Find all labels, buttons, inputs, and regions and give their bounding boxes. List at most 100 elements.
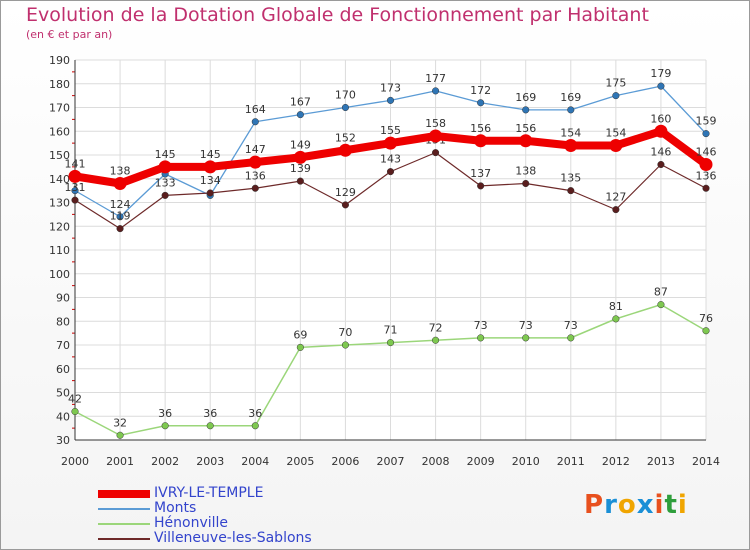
data-point (699, 158, 713, 171)
data-label: 146 (650, 146, 671, 159)
data-point (113, 177, 127, 190)
data-point (203, 160, 217, 174)
data-point (429, 129, 443, 143)
data-point (567, 106, 575, 114)
data-label: 36 (203, 407, 217, 420)
x-tick-label: 2013 (647, 455, 675, 468)
chart-title: Evolution de la Dotation Globale de Fonc… (26, 4, 649, 26)
logo-letter: P (584, 490, 605, 520)
data-label: 138 (515, 165, 536, 178)
data-point (612, 92, 620, 100)
data-label: 152 (335, 131, 356, 144)
data-point (293, 150, 307, 164)
data-point (474, 134, 488, 148)
data-label: 141 (65, 157, 86, 170)
data-label: 179 (650, 67, 671, 80)
legend-swatch-henonville (98, 523, 150, 525)
data-point (519, 134, 533, 148)
x-tick-label: 2004 (241, 455, 269, 468)
data-point (657, 160, 665, 169)
legend-label-monts: Monts (154, 500, 197, 516)
data-point (341, 341, 349, 349)
chart-subtitle: (en € et par an) (26, 28, 113, 41)
data-label: 158 (425, 117, 446, 130)
y-tick-label: 80 (56, 315, 70, 328)
data-label: 133 (155, 176, 176, 189)
x-tick-label: 2011 (557, 455, 585, 468)
data-point (654, 124, 668, 138)
data-point (206, 189, 214, 197)
data-label: 156 (515, 122, 536, 135)
data-label: 87 (654, 286, 668, 299)
data-label: 159 (696, 115, 717, 128)
data-label: 145 (155, 148, 176, 161)
data-point (386, 96, 395, 104)
data-label: 156 (470, 122, 491, 135)
y-tick-label: 150 (49, 149, 70, 162)
data-label: 135 (560, 172, 581, 185)
data-point (384, 136, 397, 150)
legend-swatch-villeneuve (98, 538, 150, 540)
data-label: 149 (290, 138, 311, 151)
data-point (386, 168, 395, 176)
legend-label-villeneuve: Villeneuve-les-Sablons (154, 530, 312, 546)
data-label: 73 (474, 319, 488, 332)
data-label: 131 (65, 181, 86, 194)
y-tick-label: 120 (49, 220, 70, 233)
data-label: 124 (110, 198, 131, 211)
data-point (657, 82, 665, 90)
data-point (477, 99, 485, 107)
data-label: 164 (245, 103, 266, 116)
data-point (68, 169, 82, 183)
y-tick-label: 130 (49, 197, 70, 210)
x-tick-label: 2010 (512, 455, 540, 468)
data-label: 146 (696, 146, 717, 159)
data-point (158, 160, 172, 174)
data-point (522, 179, 530, 188)
y-tick-label: 190 (49, 54, 70, 67)
data-point (567, 187, 575, 195)
x-tick-label: 2012 (602, 455, 630, 468)
y-tick-label: 100 (49, 268, 70, 281)
data-point (116, 431, 124, 439)
data-point (341, 103, 349, 112)
y-tick-label: 160 (49, 125, 70, 138)
data-label: 129 (335, 186, 356, 199)
data-point (206, 422, 214, 430)
data-label: 136 (696, 169, 717, 182)
x-tick-label: 2008 (422, 455, 450, 468)
data-point (432, 87, 440, 95)
data-point (296, 177, 304, 185)
logo-letter: i (654, 490, 665, 520)
data-point (432, 149, 440, 157)
data-label: 169 (515, 91, 536, 104)
logo-letter: i (677, 490, 688, 520)
data-label: 173 (380, 81, 401, 94)
y-tick-label: 180 (49, 78, 70, 91)
y-tick-label: 110 (49, 244, 70, 257)
data-point (341, 201, 349, 209)
data-point (296, 111, 304, 119)
data-label: 169 (560, 91, 581, 104)
x-tick-label: 2007 (377, 455, 405, 468)
data-label: 175 (605, 77, 626, 90)
data-label: 134 (200, 174, 221, 187)
logo-letter: t (664, 490, 678, 520)
data-label: 36 (158, 407, 172, 420)
data-point (702, 184, 710, 192)
data-point (702, 327, 710, 335)
data-label: 139 (290, 162, 311, 175)
y-tick-label: 60 (56, 363, 70, 376)
data-label: 167 (290, 96, 311, 109)
data-label: 76 (699, 312, 713, 325)
y-tick-label: 140 (49, 173, 70, 186)
y-tick-label: 90 (56, 292, 70, 305)
y-tick-label: 70 (56, 339, 70, 352)
data-label: 147 (245, 143, 266, 156)
data-label: 143 (380, 153, 401, 166)
logo-letter: r (604, 490, 618, 520)
data-point (338, 143, 352, 157)
data-label: 172 (470, 84, 491, 97)
legend-label-henonville: Hénonville (154, 515, 229, 531)
y-tick-label: 30 (56, 434, 70, 447)
